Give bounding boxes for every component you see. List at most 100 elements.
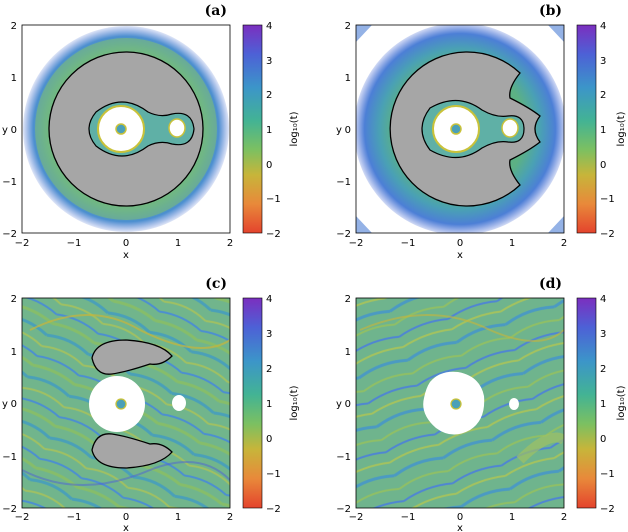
x-tick: −1 (401, 512, 416, 523)
y-tick: −1 (2, 452, 17, 463)
y-tick: 2 (11, 21, 17, 32)
cbar-tick: 1 (266, 125, 272, 136)
cbar-tick: −1 (600, 469, 615, 480)
x-tick: −1 (401, 238, 416, 249)
x-tick: −2 (15, 238, 30, 249)
cbar-tick: 0 (266, 434, 272, 445)
y-tick: 2 (345, 294, 351, 305)
y-tick: −2 (336, 504, 351, 515)
panel-c-cbar-label: log₁₀(t) (289, 385, 300, 420)
y-tick: −2 (336, 229, 351, 240)
panel-c-x-ticks: −2 −1 0 1 2 (15, 512, 234, 523)
panel-a-label: (a) (205, 3, 227, 19)
x-tick: 1 (509, 238, 515, 249)
x-tick: 2 (227, 512, 233, 523)
cbar-tick: 1 (266, 399, 272, 410)
cbar-tick: −2 (266, 504, 281, 515)
panel-b-colorbar (576, 24, 597, 234)
panel-a-cbar-ticks: 4 3 2 1 0 −1 −2 (266, 21, 281, 240)
panel-b: −2 −1 0 1 2 2 1 0 −1 −2 x y (b) 4 3 2 1 … (336, 3, 627, 261)
y-tick: 2 (11, 294, 17, 305)
cbar-tick: 4 (600, 21, 606, 32)
panel-c-label: (c) (205, 276, 227, 292)
cbar-tick: 3 (266, 56, 272, 67)
panel-a-xlabel: x (123, 250, 129, 261)
panel-c-plot-area (22, 298, 230, 508)
x-tick: 1 (509, 512, 515, 523)
cbar-tick: 2 (600, 90, 606, 101)
y-tick: −2 (2, 229, 17, 240)
cbar-tick: 2 (266, 90, 272, 101)
panel-d: −2 −1 0 1 2 2 1 0 −1 −2 x y (d) 4 3 2 1 … (336, 276, 627, 532)
panel-c-ylabel: y (2, 399, 8, 410)
x-tick: −1 (67, 238, 82, 249)
panel-c: −2 −1 0 1 2 2 1 0 −1 −2 x y (c) 4 3 2 1 … (2, 276, 300, 532)
panel-d-colorbar (576, 297, 597, 509)
panel-d-y-ticks: 2 1 0 −1 −2 (336, 294, 351, 515)
panel-b-cbar-ticks: 4 3 2 1 0 −1 −2 (600, 21, 615, 240)
panel-a-cbar-label: log₁₀(t) (289, 111, 300, 146)
panel-b-label: (b) (539, 3, 562, 19)
panel-d-x-ticks: −2 −1 0 1 2 (349, 512, 568, 523)
panel-b-x-ticks: −2 −1 0 1 2 (349, 238, 568, 249)
y-tick: 0 (345, 125, 351, 136)
x-tick: −2 (15, 512, 30, 523)
panel-c-stable-lobe-top (91, 339, 173, 375)
panel-d-plot-area (356, 298, 564, 508)
cbar-tick: 4 (266, 294, 272, 305)
y-tick: 1 (11, 347, 17, 358)
cbar-tick: 4 (266, 21, 272, 32)
panel-c-colorbar (242, 297, 263, 509)
panel-b-y-ticks: 2 1 0 −1 −2 (336, 21, 351, 240)
panel-c-y-ticks: 2 1 0 −1 −2 (2, 294, 17, 515)
cbar-tick: 0 (600, 160, 606, 171)
cbar-tick: 2 (266, 364, 272, 375)
cbar-tick: −2 (266, 229, 281, 240)
panel-d-label: (d) (539, 276, 562, 292)
panel-c-xlabel: x (123, 523, 129, 532)
panel-b-xlabel: x (457, 250, 463, 261)
cbar-tick: −2 (600, 229, 615, 240)
cbar-tick: −1 (600, 194, 615, 205)
x-tick: 1 (175, 512, 181, 523)
panel-b-cbar-label: log₁₀(t) (616, 111, 627, 146)
y-tick: −1 (2, 177, 17, 188)
cbar-tick: 3 (266, 329, 272, 340)
cbar-tick: 1 (600, 399, 606, 410)
panel-d-ylabel: y (336, 399, 342, 410)
cbar-tick: 0 (600, 434, 606, 445)
cbar-tick: −1 (266, 469, 281, 480)
panel-a-x-ticks: −2 −1 0 1 2 (15, 238, 234, 249)
panel-d-cbar-label: log₁₀(t) (616, 385, 627, 420)
x-tick: −2 (349, 238, 364, 249)
panel-a-ylabel: y (2, 125, 8, 136)
cbar-tick: 1 (600, 125, 606, 136)
x-tick: 0 (123, 238, 129, 249)
cbar-tick: −2 (600, 504, 615, 515)
panel-c-cbar-ticks: 4 3 2 1 0 −1 −2 (266, 294, 281, 515)
x-tick: 2 (561, 238, 567, 249)
cbar-tick: 3 (600, 329, 606, 340)
y-tick: −1 (336, 452, 351, 463)
cbar-tick: 2 (600, 364, 606, 375)
panel-d-xlabel: x (457, 523, 463, 532)
x-tick: 0 (457, 512, 463, 523)
cbar-tick: 4 (600, 294, 606, 305)
x-tick: 0 (457, 238, 463, 249)
panel-a-colorbar (242, 24, 263, 234)
panel-b-plot-area (356, 25, 564, 233)
panel-a-plot-area (22, 25, 230, 233)
panel-a-y-ticks: 2 1 0 −1 −2 (2, 21, 17, 240)
panel-d-cbar-ticks: 4 3 2 1 0 −1 −2 (600, 294, 615, 515)
y-tick: −1 (336, 177, 351, 188)
x-tick: −2 (349, 512, 364, 523)
panel-c-stable-lobe-bottom (91, 433, 173, 469)
x-tick: 1 (175, 238, 181, 249)
x-tick: 2 (227, 238, 233, 249)
y-tick: 0 (345, 399, 351, 410)
y-tick: 1 (345, 73, 351, 84)
y-tick: 2 (345, 21, 351, 32)
y-tick: 0 (11, 399, 17, 410)
y-tick: 0 (11, 125, 17, 136)
